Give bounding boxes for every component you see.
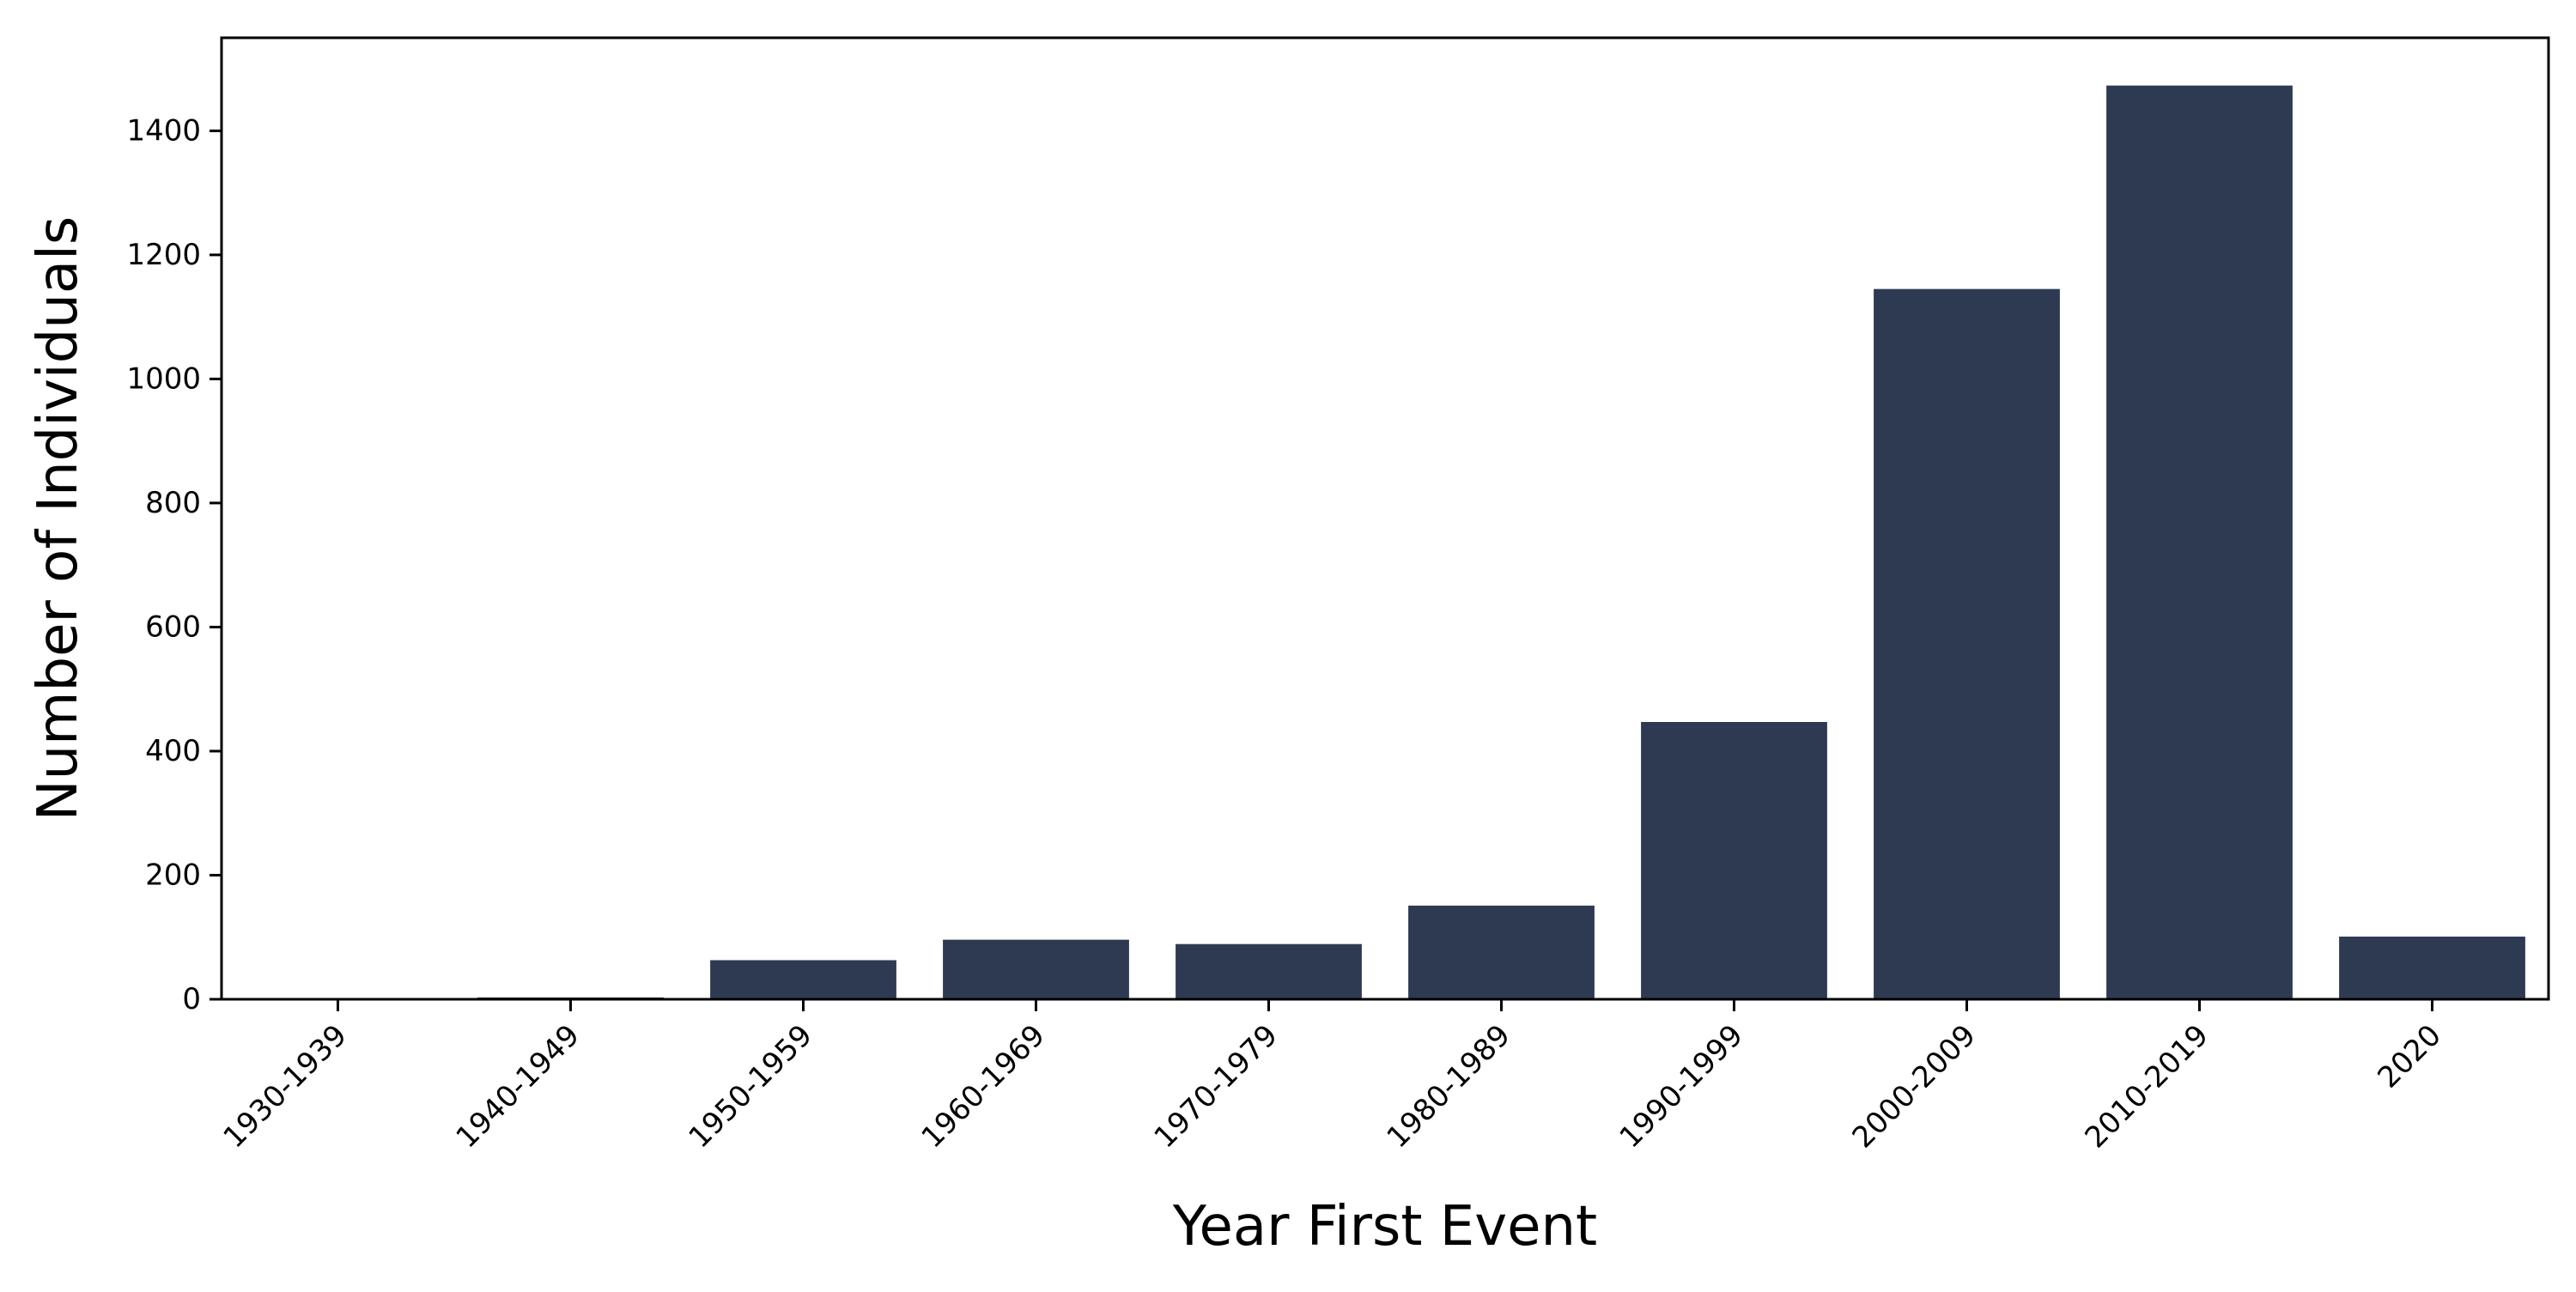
x-tick-label: 1960-1969 — [915, 1018, 1052, 1155]
y-tick-label: 1000 — [126, 361, 201, 396]
x-tick-label: 1930-1939 — [217, 1018, 354, 1155]
bar-1990-1999 — [1641, 722, 1827, 999]
x-tick-label: 1980-1989 — [1381, 1018, 1517, 1155]
bar-1960-1969 — [943, 939, 1129, 999]
x-axis: 1930-1939 1940-1949 1950-1959 1960-1969 1970… — [217, 999, 2448, 1155]
bar-1980-1989 — [1408, 905, 1595, 999]
x-axis-title: Year First Event — [1172, 1195, 1597, 1259]
y-tick-label: 400 — [145, 734, 201, 768]
y-axis-title: Number of Individuals — [27, 216, 90, 822]
plot-frame — [220, 36, 2550, 1001]
bar-1950-1959 — [710, 960, 896, 999]
bar-2000-2009 — [1874, 288, 2060, 1000]
y-tick-label: 800 — [145, 486, 201, 520]
y-axis: 0 200 400 600 800 1000 1200 1400 — [126, 113, 222, 1016]
x-tick-label: 1970-1979 — [1148, 1018, 1285, 1155]
y-tick-label: 200 — [145, 858, 201, 892]
bar-1970-1979 — [1176, 943, 1362, 999]
bar-2020 — [2339, 937, 2525, 999]
x-tick-label: 1990-1999 — [1613, 1018, 1750, 1155]
x-tick-label: 2020 — [2371, 1018, 2447, 1095]
y-tick-label: 0 — [182, 982, 201, 1016]
y-tick-label: 600 — [145, 610, 201, 644]
x-tick-label: 1940-1949 — [450, 1018, 586, 1155]
x-tick-label: 2010-2019 — [2079, 1018, 2215, 1155]
x-tick-label: 1950-1959 — [683, 1018, 819, 1155]
y-tick-label: 1200 — [126, 238, 201, 272]
bars-layer — [245, 85, 2525, 1000]
x-tick-label: 2000-2009 — [1846, 1018, 1983, 1155]
y-tick-label: 1400 — [126, 113, 201, 148]
bar-2010-2019 — [2106, 85, 2293, 1000]
